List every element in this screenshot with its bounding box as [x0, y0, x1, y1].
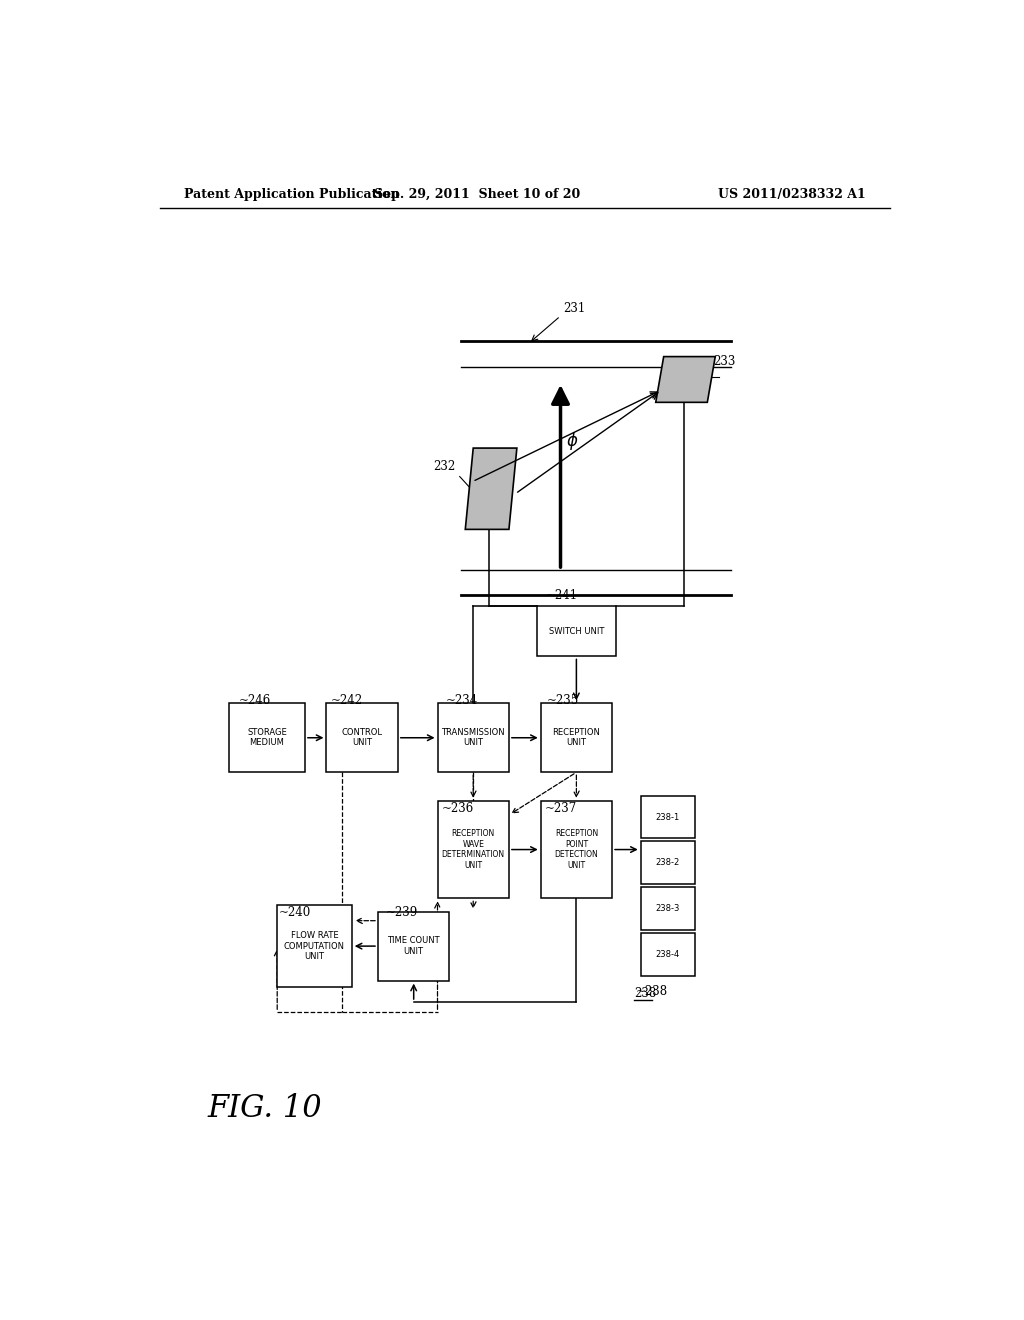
Text: FIG. 10: FIG. 10 [207, 1093, 322, 1125]
Text: RECEPTION
WAVE
DETERMINATION
UNIT: RECEPTION WAVE DETERMINATION UNIT [441, 829, 505, 870]
Text: TRANSMISSION
UNIT: TRANSMISSION UNIT [441, 729, 505, 747]
Text: CONTROL
UNIT: CONTROL UNIT [342, 729, 383, 747]
FancyBboxPatch shape [541, 801, 612, 898]
Text: $\phi$: $\phi$ [566, 430, 579, 451]
FancyBboxPatch shape [378, 912, 450, 981]
Text: ~240: ~240 [279, 906, 311, 919]
Text: ~246: ~246 [240, 693, 271, 706]
Text: SWITCH UNIT: SWITCH UNIT [549, 627, 604, 635]
Text: US 2011/0238332 A1: US 2011/0238332 A1 [718, 189, 866, 202]
Text: Patent Application Publication: Patent Application Publication [183, 189, 399, 202]
Text: 238-1: 238-1 [655, 813, 680, 821]
Polygon shape [655, 356, 715, 403]
FancyBboxPatch shape [641, 887, 694, 929]
Text: 238-4: 238-4 [655, 950, 680, 958]
FancyBboxPatch shape [541, 704, 612, 772]
Polygon shape [465, 447, 517, 529]
Text: ~235: ~235 [547, 693, 580, 706]
FancyBboxPatch shape [229, 704, 304, 772]
Text: ~236: ~236 [441, 803, 474, 816]
Text: ~241: ~241 [546, 589, 579, 602]
FancyBboxPatch shape [437, 704, 509, 772]
Text: ~237: ~237 [545, 803, 577, 816]
FancyBboxPatch shape [641, 796, 694, 838]
Text: 238-2: 238-2 [655, 858, 680, 867]
Text: ~238: ~238 [636, 985, 668, 998]
Text: 233: 233 [714, 355, 736, 368]
Text: 231: 231 [563, 302, 585, 315]
FancyBboxPatch shape [276, 906, 352, 987]
Text: TIME COUNT
UNIT: TIME COUNT UNIT [387, 936, 440, 956]
Text: RECEPTION
UNIT: RECEPTION UNIT [552, 729, 600, 747]
Text: RECEPTION
POINT
DETECTION
UNIT: RECEPTION POINT DETECTION UNIT [555, 829, 598, 870]
FancyBboxPatch shape [641, 841, 694, 884]
Text: 238-3: 238-3 [655, 904, 680, 913]
Text: Sep. 29, 2011  Sheet 10 of 20: Sep. 29, 2011 Sheet 10 of 20 [374, 189, 581, 202]
FancyBboxPatch shape [641, 933, 694, 975]
FancyBboxPatch shape [537, 606, 616, 656]
FancyBboxPatch shape [327, 704, 397, 772]
Text: FLOW RATE
COMPUTATION
UNIT: FLOW RATE COMPUTATION UNIT [284, 931, 345, 961]
Text: ~239: ~239 [386, 906, 418, 919]
Text: 232: 232 [433, 459, 456, 473]
Text: STORAGE
MEDIUM: STORAGE MEDIUM [247, 729, 287, 747]
Text: ~234: ~234 [445, 693, 477, 706]
FancyBboxPatch shape [437, 801, 509, 898]
Text: ~242: ~242 [331, 693, 362, 706]
Text: 238: 238 [634, 987, 656, 1001]
